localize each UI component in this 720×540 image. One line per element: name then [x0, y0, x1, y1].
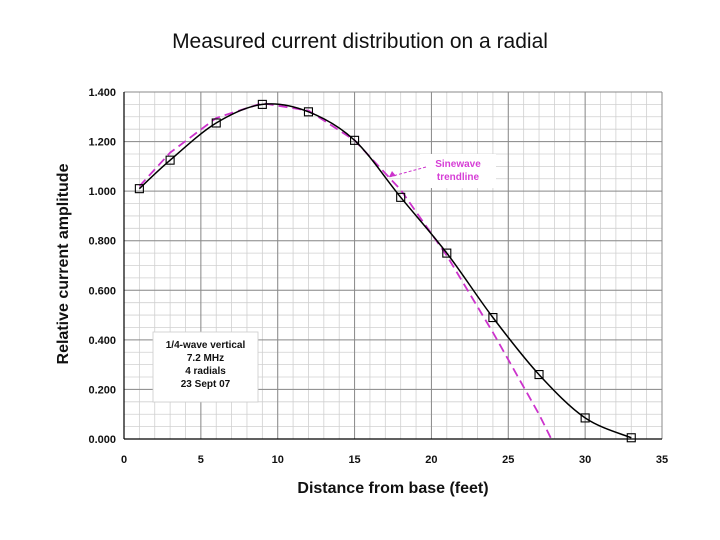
info-box	[152, 331, 259, 403]
data-point-marker	[350, 135, 360, 145]
data-point-marker	[442, 248, 452, 258]
y-tick-label: 0.600	[88, 285, 116, 297]
data-point-marker	[165, 155, 175, 165]
data-point-marker	[580, 413, 590, 423]
y-axis-label: Relative current amplitude	[55, 163, 72, 364]
x-tick-label: 15	[348, 454, 360, 466]
y-tick-labels: 0.000 0.200 0.400 0.600 0.800 1.000 1.200 1.400	[88, 87, 116, 446]
data-point-marker	[257, 99, 267, 109]
trendline-label-line: Sinewave	[435, 159, 481, 170]
info-box-line: 23 Sept 07	[181, 379, 231, 390]
data-point-marker	[211, 118, 221, 128]
info-box-line: 4 radials	[185, 366, 226, 377]
info-box-line: 7.2 MHz	[187, 353, 224, 364]
data-point-marker	[534, 370, 544, 380]
y-tick-label: 0.400	[88, 335, 116, 347]
x-tick-labels: 0 5 10 15 20 25 30 35	[121, 454, 668, 466]
trendline-label-line: trendline	[437, 172, 480, 183]
y-tick-label: 1.400	[88, 87, 116, 99]
x-tick-label: 35	[656, 454, 668, 466]
x-tick-label: 10	[272, 454, 284, 466]
x-tick-label: 30	[579, 454, 591, 466]
x-tick-label: 5	[198, 454, 204, 466]
data-point-marker	[303, 107, 314, 117]
data-series	[134, 99, 636, 443]
trendline-pointer-arrow	[389, 171, 396, 177]
y-tick-label: 0.200	[88, 384, 116, 396]
y-tick-label: 1.000	[88, 186, 116, 198]
y-tick-label: 0.000	[88, 434, 116, 446]
x-tick-label: 25	[502, 454, 514, 466]
info-box-line: 1/4-wave vertical	[166, 340, 246, 351]
annotations: 1/4-wave vertical 7.2 MHz 4 radials 23 Sept…	[152, 154, 496, 403]
y-tick-label: 0.800	[88, 236, 116, 248]
data-point-marker	[134, 184, 144, 194]
data-point-marker	[396, 192, 406, 202]
axes	[123, 92, 662, 440]
x-tick-label: 20	[425, 454, 437, 466]
measured-series-line	[138, 103, 632, 439]
x-axis-label: Distance from base (feet)	[297, 480, 488, 497]
x-tick-label: 0	[121, 454, 127, 466]
data-point-marker	[626, 433, 636, 443]
data-point-marker	[488, 312, 498, 323]
trendline-label-box	[420, 154, 496, 188]
slide-title: Measured current distribution on a radia…	[172, 30, 548, 53]
y-tick-label: 1.200	[88, 137, 116, 149]
